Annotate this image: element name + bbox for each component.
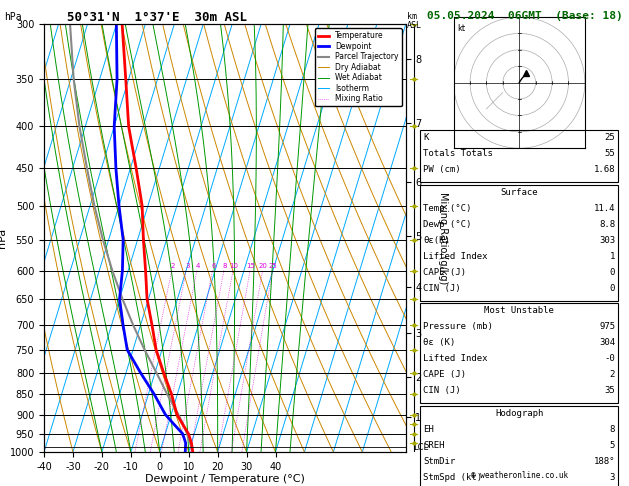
Text: EH: EH [423,425,434,434]
Text: Dewp (°C): Dewp (°C) [423,220,472,229]
Text: Temp (°C): Temp (°C) [423,204,472,213]
Text: CAPE (J): CAPE (J) [423,370,466,380]
Text: K: K [423,133,429,142]
Text: 10: 10 [230,263,238,269]
Y-axis label: Mixing Ratio (g/kg): Mixing Ratio (g/kg) [438,192,448,284]
Text: 8.8: 8.8 [599,220,615,229]
Text: 4: 4 [196,263,200,269]
Text: 0: 0 [610,268,615,277]
Text: Hodograph: Hodograph [495,409,543,418]
Text: 5: 5 [610,441,615,450]
Text: θε (K): θε (K) [423,338,455,347]
Text: Surface: Surface [501,188,538,197]
Text: 8: 8 [610,425,615,434]
Text: 55: 55 [604,149,615,158]
Text: 11.4: 11.4 [594,204,615,213]
Text: km
ASL: km ASL [407,12,422,30]
Text: SREH: SREH [423,441,445,450]
Text: PW (cm): PW (cm) [423,165,461,174]
Text: CIN (J): CIN (J) [423,284,461,293]
Text: 20: 20 [259,263,268,269]
Text: 0: 0 [610,284,615,293]
Text: 3: 3 [185,263,189,269]
Text: CAPE (J): CAPE (J) [423,268,466,277]
Text: 8: 8 [223,263,227,269]
Text: CIN (J): CIN (J) [423,386,461,396]
Text: 05.05.2024  06GMT  (Base: 18): 05.05.2024 06GMT (Base: 18) [427,11,623,21]
Text: StmSpd (kt): StmSpd (kt) [423,473,482,482]
Text: hPa: hPa [4,12,22,22]
Text: 2: 2 [610,370,615,380]
Text: © weatheronline.co.uk: © weatheronline.co.uk [470,471,568,480]
Y-axis label: hPa: hPa [0,228,7,248]
Text: -0: -0 [604,354,615,364]
Text: 1.68: 1.68 [594,165,615,174]
Text: 304: 304 [599,338,615,347]
Text: 25: 25 [604,133,615,142]
Text: Lifted Index: Lifted Index [423,252,488,261]
Text: 975: 975 [599,322,615,331]
Text: Totals Totals: Totals Totals [423,149,493,158]
Text: 6: 6 [211,263,216,269]
Text: 303: 303 [599,236,615,245]
Text: 50°31'N  1°37'E  30m ASL: 50°31'N 1°37'E 30m ASL [67,11,247,24]
Text: 1: 1 [610,252,615,261]
Text: Most Unstable: Most Unstable [484,306,554,315]
Text: 35: 35 [604,386,615,396]
Text: 15: 15 [247,263,255,269]
Text: Pressure (mb): Pressure (mb) [423,322,493,331]
Text: 188°: 188° [594,457,615,466]
Text: kt: kt [457,23,465,33]
X-axis label: Dewpoint / Temperature (°C): Dewpoint / Temperature (°C) [145,474,305,485]
Text: θε(K): θε(K) [423,236,450,245]
Legend: Temperature, Dewpoint, Parcel Trajectory, Dry Adiabat, Wet Adiabat, Isotherm, Mi: Temperature, Dewpoint, Parcel Trajectory… [314,28,402,106]
Text: 3: 3 [610,473,615,482]
Text: LCL: LCL [413,443,428,452]
Text: Lifted Index: Lifted Index [423,354,488,364]
Text: StmDir: StmDir [423,457,455,466]
Text: 25: 25 [269,263,278,269]
Text: 2: 2 [170,263,175,269]
